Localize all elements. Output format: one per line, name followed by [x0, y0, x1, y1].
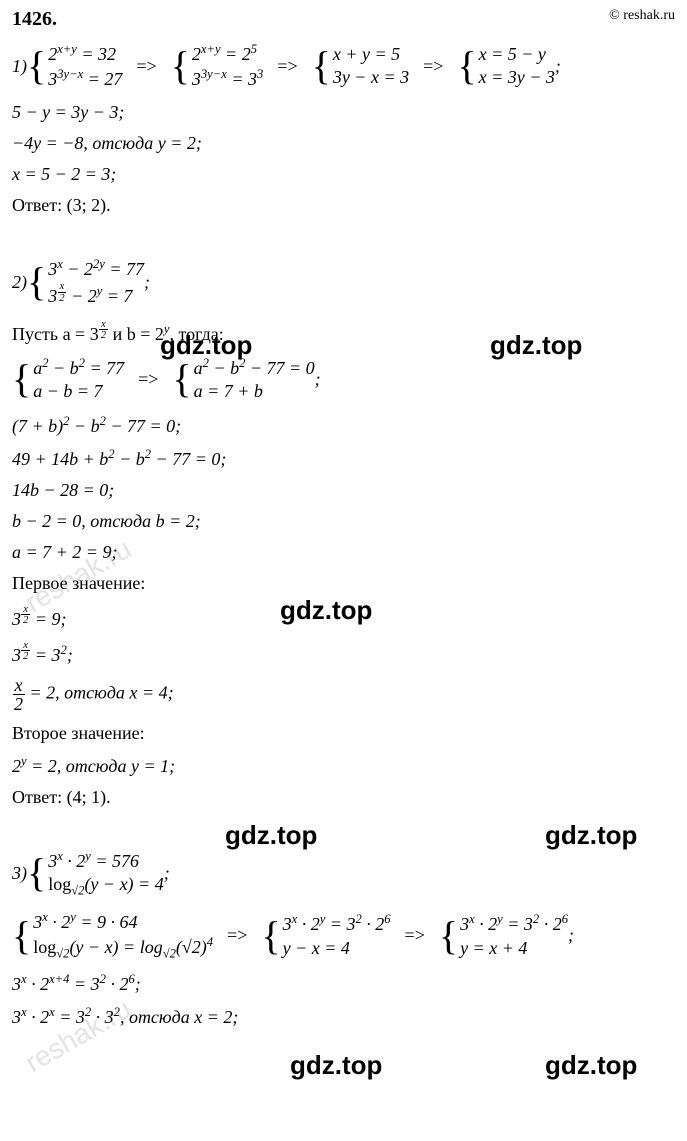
p2-sv: 2y = 2, отсюда y = 1;: [12, 754, 675, 777]
p1-sys1: { 2x+y = 32 33y−x = 27: [27, 41, 122, 92]
p2-l3: 14b − 28 = 0;: [12, 480, 675, 501]
p2-f2: 3x2 = 32;: [12, 640, 675, 666]
p2-f1: 3x2 = 9;: [12, 604, 675, 630]
p2-l1: (7 + b)2 − b2 − 77 = 0;: [12, 414, 675, 437]
p1-l3: x = 5 − 2 = 3;: [12, 164, 675, 185]
p2-f3: x2 = 2, отсюда x = 4;: [12, 676, 675, 713]
arrow: =>: [136, 56, 156, 77]
arrow: =>: [423, 56, 443, 77]
p2-label: 2): [12, 272, 27, 293]
p2-l5: a = 7 + 2 = 9;: [12, 542, 675, 563]
p2-first: Первое значение:: [12, 573, 675, 594]
p1-row: 1) { 2x+y = 32 33y−x = 27 => { 2x+y = 25…: [12, 41, 675, 92]
watermark: gdz.top: [545, 1050, 637, 1081]
p1-l1: 5 − y = 3y − 3;: [12, 102, 675, 123]
p3-label: 3): [12, 863, 27, 884]
watermark: gdz.top: [545, 820, 637, 851]
p2-sys1: { 3x − 22y = 77 3x2 − 2y = 7: [27, 256, 144, 309]
attribution: © reshak.ru: [609, 8, 675, 24]
p3-l2: 3x · 2x = 32 · 32, отсюда x = 2;: [12, 1005, 675, 1028]
p1-sys4: { x = 5 − y x = 3y − 3: [457, 43, 554, 90]
p1-tail: ;: [555, 56, 561, 77]
p3-l1: 3x · 2x+4 = 32 · 26;: [12, 972, 675, 995]
arrow: =>: [277, 56, 297, 77]
p3-row1: 3) { 3x · 2y = 576 log√2(y − x) = 4 ;: [12, 848, 675, 899]
p2-second: Второе значение:: [12, 723, 675, 744]
p1-sys3: { x + y = 5 3y − x = 3: [312, 43, 409, 90]
p2-let: Пусть a = 3x2 и b = 2y, тогда:: [12, 319, 675, 345]
p1-l2: −4y = −8, отсюда y = 2;: [12, 133, 675, 154]
p2-row1: 2) { 3x − 22y = 77 3x2 − 2y = 7 ;: [12, 256, 675, 309]
p2-answer: Ответ: (4; 1).: [12, 787, 675, 808]
watermark: gdz.top: [290, 1050, 382, 1081]
p1-answer: Ответ: (3; 2).: [12, 195, 675, 216]
p2-row2: { a2 − b2 = 77 a − b = 7 => { a2 − b2 − …: [12, 355, 675, 404]
p1-label: 1): [12, 56, 27, 77]
p2-l2: 49 + 14b + b2 − b2 − 77 = 0;: [12, 447, 675, 470]
p1-sys2: { 2x+y = 25 33y−x = 33: [171, 41, 264, 92]
p2-l4: b − 2 = 0, отсюда b = 2;: [12, 511, 675, 532]
watermark: gdz.top: [225, 820, 317, 851]
p3-row2: { 3x · 2y = 9 · 64 log√2(y − x) = log√2(…: [12, 909, 675, 962]
problem-number: 1426.: [12, 8, 675, 31]
